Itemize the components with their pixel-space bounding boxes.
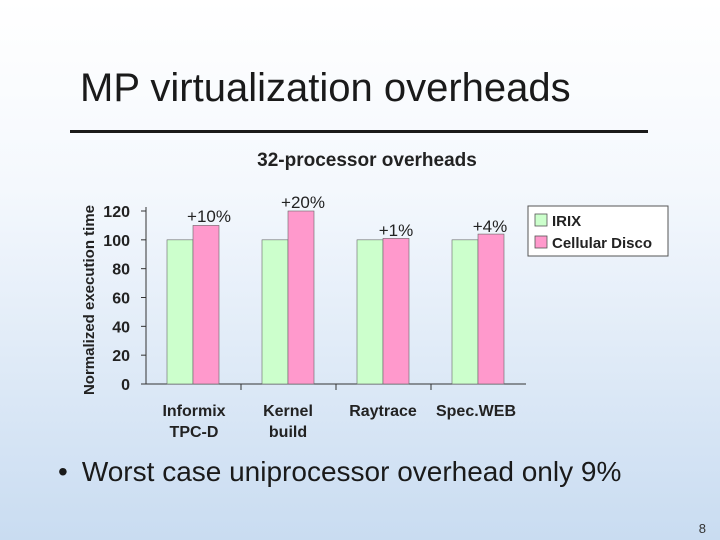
bar-cellular-disco	[192, 225, 220, 385]
legend-label: IRIX	[552, 213, 581, 230]
bar-annotation: +1%	[379, 221, 414, 240]
bar-annotation: +4%	[473, 217, 508, 236]
chart-title: 32-processor overheads	[257, 150, 477, 171]
title-rule	[70, 130, 648, 133]
legend-box	[527, 205, 669, 257]
y-tick-label: 20	[112, 348, 130, 365]
bar-annotation: +10%	[187, 207, 231, 226]
bar-cellular-disco	[382, 238, 410, 385]
y-tick-label: 40	[112, 319, 130, 336]
bullet-dot: •	[58, 456, 68, 487]
x-category-label: Kernel build	[263, 403, 313, 441]
legend-swatch	[534, 213, 548, 227]
slide-title: MP virtualization overheads	[80, 66, 571, 110]
page-number: 8	[698, 521, 706, 536]
bar-irix	[261, 239, 289, 385]
bar-cellular-disco	[287, 210, 315, 385]
y-tick-label: 80	[112, 262, 130, 279]
x-category-label: Raytrace	[349, 403, 417, 420]
bar-chart: 32-processor overheads Normalized executi…	[81, 150, 669, 441]
legend-label: Cellular Disco	[552, 235, 652, 252]
legend-swatch	[534, 235, 548, 249]
y-tick-label: 0	[121, 377, 130, 394]
bar-cellular-disco	[477, 233, 505, 385]
bar-irix	[166, 239, 194, 385]
bar-irix	[451, 239, 479, 385]
x-category-label: Informix TPC-D	[162, 403, 225, 441]
x-category-label: Spec.WEB	[436, 403, 516, 420]
y-tick-label: 120	[103, 204, 130, 221]
y-tick-label: 60	[112, 291, 130, 308]
bar-irix	[356, 239, 384, 385]
y-axis-label: Normalized execution time	[81, 205, 98, 395]
bullet-text: Worst case uniprocessor overhead only 9%	[81, 456, 622, 487]
bullet-item: • Worst case uniprocessor overhead only 9…	[58, 456, 621, 488]
y-tick-label: 100	[103, 233, 130, 250]
bar-annotation: +20%	[281, 193, 325, 212]
